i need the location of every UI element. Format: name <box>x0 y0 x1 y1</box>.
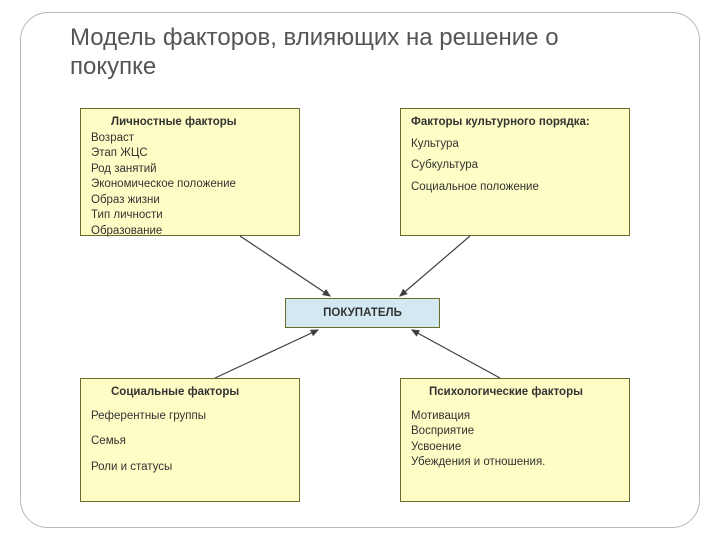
box-personal-title: Личностные факторы <box>91 115 289 131</box>
box-buyer: ПОКУПАТЕЛЬ <box>285 298 440 328</box>
box-cultural-title: Факторы культурного порядка: <box>411 115 619 131</box>
box-personal-item: Возраст <box>91 131 289 147</box>
box-personal-item: Образование <box>91 224 289 240</box>
box-cultural: Факторы культурного порядка: Культура Су… <box>400 108 630 236</box>
box-psychological: Психологические факторы Мотивация Воспри… <box>400 378 630 502</box>
box-personal-item: Экономическое положение <box>91 177 289 193</box>
box-social-item: Референтные группы <box>91 409 289 425</box>
box-social-item: Семья <box>91 434 289 450</box>
box-psychological-item: Мотивация <box>411 409 619 425</box>
box-psychological-item: Убеждения и отношения. <box>411 455 619 471</box>
box-social-title: Социальные факторы <box>91 385 289 401</box>
box-personal-item: Тип личности <box>91 208 289 224</box>
box-psychological-title: Психологические факторы <box>411 385 619 401</box>
box-personal-item: Образ жизни <box>91 193 289 209</box>
box-personal: Личностные факторы Возраст Этап ЖЦС Род … <box>80 108 300 236</box>
box-psychological-item: Усвоение <box>411 440 619 456</box>
box-psychological-item: Восприятие <box>411 424 619 440</box>
box-personal-item: Этап ЖЦС <box>91 146 289 162</box>
box-cultural-item: Культура <box>411 137 619 153</box>
page-title: Модель факторов, влияющих на решение о п… <box>70 24 630 82</box>
box-social-item: Роли и статусы <box>91 460 289 476</box>
box-cultural-item: Социальное положение <box>411 180 619 196</box>
box-buyer-title: ПОКУПАТЕЛЬ <box>323 307 402 319</box>
box-personal-item: Род занятий <box>91 162 289 178</box>
box-social: Социальные факторы Референтные группы Се… <box>80 378 300 502</box>
box-cultural-item: Субкультура <box>411 158 619 174</box>
